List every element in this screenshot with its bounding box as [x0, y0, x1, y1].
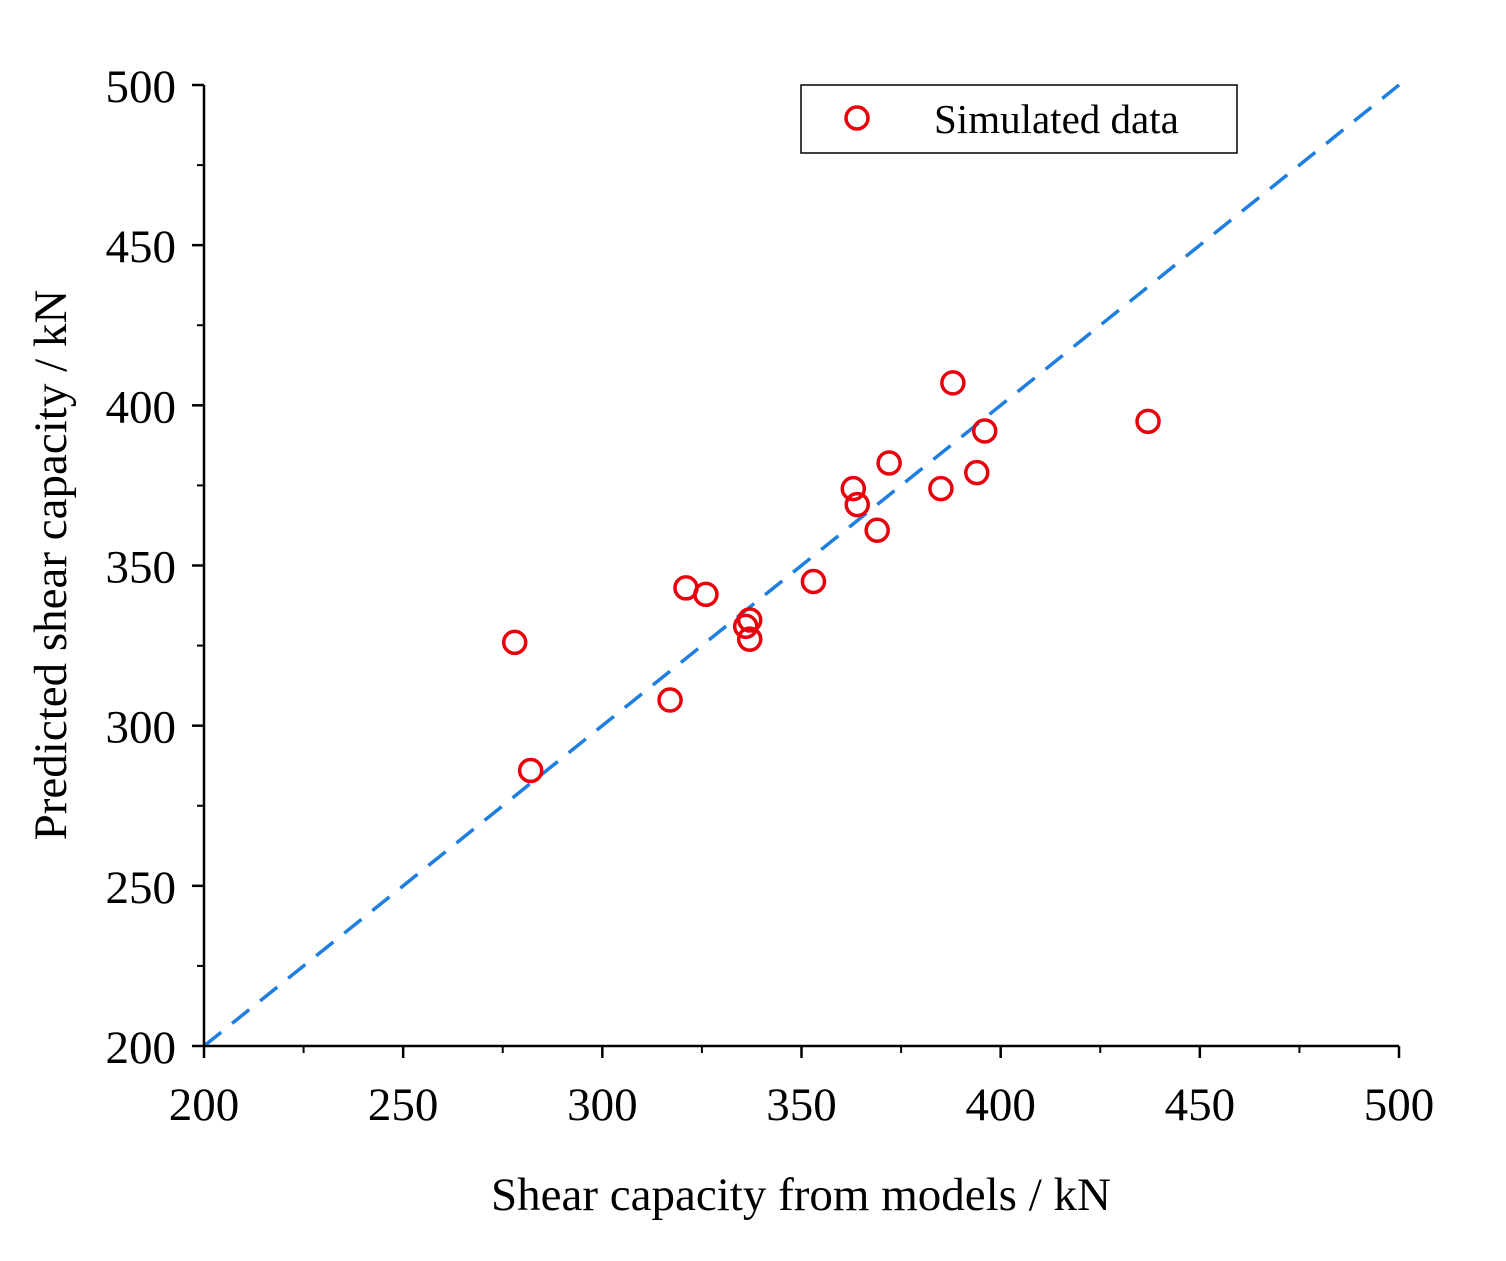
- y-tick-label: 250: [106, 862, 177, 914]
- data-point: [928, 475, 954, 502]
- legend-marker: [844, 105, 870, 131]
- data-point: [736, 607, 763, 633]
- x-tick-label: 350: [766, 1079, 837, 1131]
- x-tick-label: 400: [965, 1079, 1036, 1131]
- y-axis-title: Predicted shear capacity / kN: [25, 290, 77, 841]
- data-point: [693, 581, 719, 608]
- axes-layer: [192, 83, 1401, 1058]
- y-tick-label: 200: [106, 1022, 177, 1074]
- data-point: [844, 491, 871, 518]
- x-tick-label: 200: [169, 1079, 240, 1131]
- y-tick-label: 500: [106, 61, 177, 113]
- legend: Simulated data: [800, 84, 1238, 154]
- y-tick-label: 300: [106, 702, 177, 754]
- y-tick-label: 400: [106, 381, 177, 433]
- data-point: [864, 517, 890, 544]
- data-point: [840, 475, 867, 502]
- data-point: [501, 629, 528, 656]
- x-tick-label: 500: [1364, 1079, 1435, 1131]
- x-tick-label: 250: [368, 1079, 439, 1131]
- data-point: [876, 450, 902, 476]
- data-point: [657, 687, 683, 713]
- y-tick-label: 450: [106, 221, 177, 273]
- x-tick-label: 300: [567, 1079, 638, 1131]
- x-axis-title: Shear capacity from models / kN: [491, 1169, 1111, 1221]
- data-point: [964, 459, 990, 486]
- reference-line: [202, 83, 1401, 1048]
- data-points-layer: [501, 370, 1161, 784]
- data-point: [800, 568, 827, 595]
- data-point: [517, 757, 544, 784]
- legend-label: Simulated data: [934, 96, 1179, 142]
- data-point: [1135, 408, 1161, 435]
- y-tick-labels: 200 250 300 350 400 450 500: [106, 61, 177, 1074]
- data-point: [736, 626, 763, 652]
- x-tick-label: 450: [1165, 1079, 1236, 1131]
- legend-box: [800, 84, 1238, 154]
- y-tick-label: 350: [106, 542, 177, 594]
- x-tick-labels: 200 250 300 350 400 450 500: [169, 1079, 1435, 1131]
- data-point: [940, 370, 966, 396]
- data-point: [971, 418, 998, 444]
- reference-line-layer: [202, 83, 1401, 1048]
